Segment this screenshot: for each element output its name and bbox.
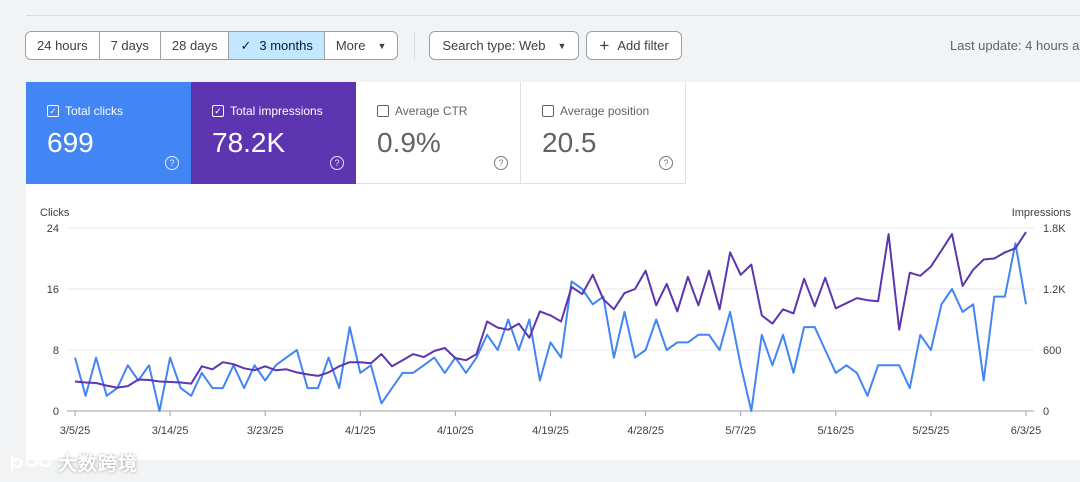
x-tick-label: 5/16/25 [817, 425, 854, 437]
caret-down-icon: ▼ [557, 40, 567, 51]
toolbar-divider [414, 31, 416, 60]
metric-card-total-clicks[interactable]: ✓ Total clicks 699 ? [26, 82, 191, 184]
x-tick-label: 5/7/25 [725, 425, 756, 437]
right-axis-ticks: 1.8K 1.2K 600 0 [1043, 223, 1066, 418]
last-update-text: Last update: 4 hours ago [950, 38, 1080, 53]
range-more-dropdown[interactable]: More ▼ [335, 38, 387, 53]
x-tick-label: 3/23/25 [247, 425, 284, 437]
left-axis-ticks: 24 16 8 0 [47, 223, 59, 418]
performance-chart[interactable]: Clicks Impressions 24 16 8 0 1.8K 1.2K 600 0 3… [26, 82, 1080, 460]
x-tick-label: 4/19/25 [532, 425, 569, 437]
search-type-dropdown[interactable]: Search type: Web ▼ [429, 31, 580, 60]
watermark-text: 大数跨境 [58, 454, 139, 475]
right-tick-label: 1.8K [1043, 223, 1066, 235]
range-24-hours[interactable]: 24 hours [26, 32, 100, 59]
watermark: 大数跨境 [8, 449, 138, 476]
metric-label: Total impressions [230, 104, 323, 118]
right-tick-label: 600 [1043, 345, 1061, 357]
range-3-months[interactable]: ✓ 3 months [229, 32, 325, 59]
performance-panel: ✓ Total clicks 699 ? ✓ Total impressions 7… [26, 82, 1080, 460]
add-filter-button[interactable]: + Add filter [586, 31, 682, 60]
left-tick-label: 8 [53, 345, 59, 357]
metric-card-total-impressions[interactable]: ✓ Total impressions 78.2K ? [191, 82, 356, 184]
metric-value: 699 [47, 127, 94, 158]
caret-down-icon: ▼ [377, 40, 387, 51]
metric-label: Average position [560, 104, 650, 118]
range-7-days[interactable]: 7 days [100, 32, 161, 59]
checkbox-checked-icon[interactable]: ✓ [212, 105, 224, 117]
help-icon[interactable]: ? [165, 156, 179, 170]
metric-label: Total clicks [65, 104, 124, 118]
gridlines [67, 227, 1034, 412]
checkbox-checked-icon[interactable]: ✓ [47, 105, 59, 117]
x-tick-label: 4/10/25 [437, 425, 474, 437]
clicks-line [74, 242, 1027, 412]
metric-value: 20.5 [542, 127, 597, 158]
help-icon[interactable]: ? [330, 156, 344, 170]
left-axis-title: Clicks [40, 207, 70, 219]
metric-card-average-ctr[interactable]: Average CTR 0.9% ? [356, 82, 521, 184]
x-tick-label: 4/1/25 [345, 425, 376, 437]
checkbox-unchecked-icon[interactable] [542, 105, 554, 117]
left-tick-label: 24 [47, 223, 59, 235]
left-tick-label: 16 [47, 284, 59, 296]
top-divider [26, 15, 1080, 16]
metric-card-average-position[interactable]: Average position 20.5 ? [521, 82, 686, 184]
help-icon[interactable]: ? [659, 156, 673, 170]
right-tick-label: 1.2K [1043, 284, 1066, 296]
x-tick-label: 4/28/25 [627, 425, 664, 437]
plus-icon: + [599, 36, 610, 55]
right-axis-title: Impressions [1012, 207, 1072, 219]
date-toolbar: 24 hours 7 days 28 days ✓ 3 months More ▼ … [25, 31, 689, 60]
metric-cards: ✓ Total clicks 699 ? ✓ Total impressions 7… [26, 82, 686, 184]
series-lines [74, 231, 1027, 412]
x-tick-label: 3/14/25 [152, 425, 189, 437]
date-range-selector: 24 hours 7 days 28 days ✓ 3 months More ▼ [25, 31, 399, 60]
impressions-line [74, 231, 1027, 389]
left-tick-label: 0 [53, 406, 59, 418]
x-tick-label: 5/25/25 [913, 425, 950, 437]
metric-value: 78.2K [212, 127, 286, 158]
range-28-days[interactable]: 28 days [161, 32, 230, 59]
metric-value: 0.9% [377, 127, 441, 158]
right-tick-label: 0 [1043, 406, 1049, 418]
check-icon: ✓ [240, 37, 252, 53]
checkbox-unchecked-icon[interactable] [377, 105, 389, 117]
help-icon[interactable]: ? [494, 156, 508, 170]
x-axis-ticks: 3/5/25 3/14/25 3/23/25 4/1/25 4/10/25 4/19/25… [60, 411, 1042, 437]
x-tick-label: 3/5/25 [60, 425, 91, 437]
watermark-logo-icon [10, 454, 52, 471]
x-tick-label: 6/3/25 [1011, 425, 1042, 437]
metric-label: Average CTR [395, 104, 468, 118]
